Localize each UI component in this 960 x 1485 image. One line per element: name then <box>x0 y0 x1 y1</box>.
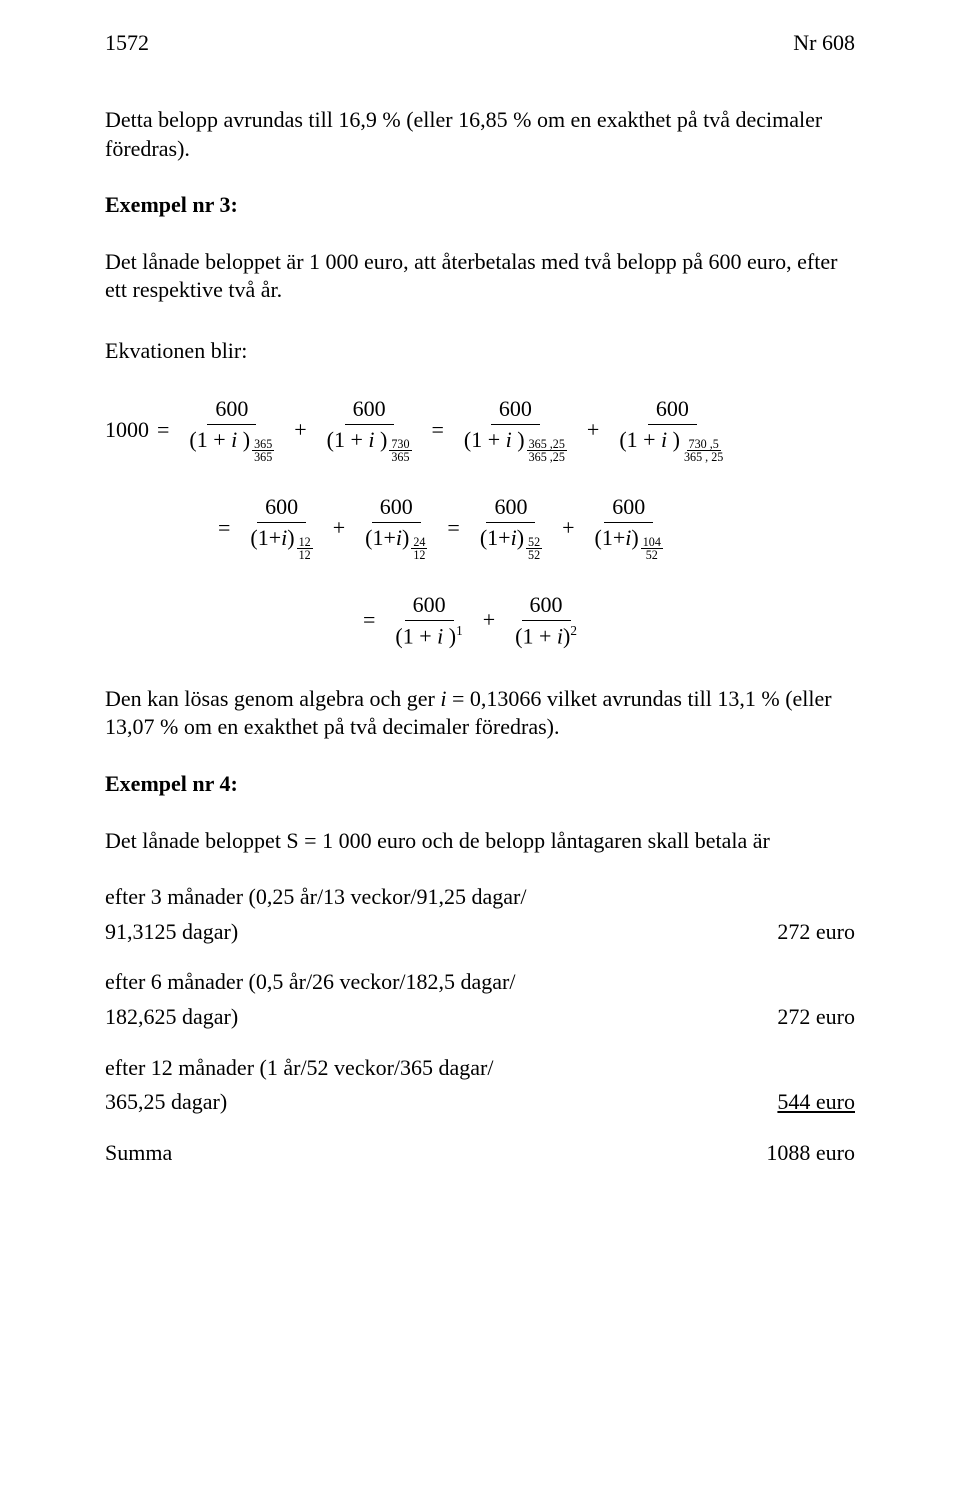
numerator: 600 <box>604 494 653 523</box>
numerator: 600 <box>522 592 571 621</box>
fraction: 600 (1 + i )730365 <box>319 396 420 464</box>
payment-val: 544 euro <box>757 1088 855 1117</box>
payment-desc: efter 3 månader (0,25 år/13 veckor/91,25… <box>105 883 527 912</box>
numerator: 600 <box>345 396 394 425</box>
example-3-title: Exempel nr 3: <box>105 191 855 220</box>
exp-frac: 1212 <box>297 536 313 561</box>
fraction: 600 (1+i)1212 <box>242 494 320 562</box>
denominator: (1 + i )365365 <box>181 425 282 464</box>
fraction: 600 (1 + i)2 <box>507 592 585 649</box>
exp-frac: 365365 <box>252 438 274 463</box>
exp-frac: 730365 <box>389 438 411 463</box>
equation-line-1: 1000 = 600 (1 + i )365365 + 600 (1 + i )… <box>105 396 855 464</box>
plus-sign: + <box>294 417 306 443</box>
example-4-title: Exempel nr 4: <box>105 770 855 799</box>
page-number: 1572 <box>105 30 149 56</box>
payment-val <box>835 968 855 997</box>
denominator: (1+i)2412 <box>357 523 435 562</box>
fraction: 600 (1+i)10452 <box>587 494 671 562</box>
payment-row-2b: 182,625 dagar) 272 euro <box>105 1003 855 1032</box>
page-header: 1572 Nr 608 <box>105 30 855 56</box>
payment-val <box>835 1054 855 1083</box>
exp-frac: 365 ,25365 ,25 <box>527 438 567 463</box>
numerator: 600 <box>207 396 256 425</box>
payment-row-3b: 365,25 dagar) 544 euro <box>105 1088 855 1117</box>
equation-line-3: = 600 (1 + i )1 + 600 (1 + i)2 <box>105 592 855 649</box>
equals-sign: = <box>363 607 375 633</box>
denominator: (1 + i )730 ,5365 , 25 <box>611 425 733 464</box>
plus-sign: + <box>333 515 345 541</box>
payment-row-3a: efter 12 månader (1 år/52 veckor/365 dag… <box>105 1054 855 1083</box>
payment-desc: 91,3125 dagar) <box>105 918 238 947</box>
payment-desc: efter 12 månader (1 år/52 veckor/365 dag… <box>105 1054 494 1083</box>
payment-val: 272 euro <box>757 918 855 947</box>
numerator: 600 <box>372 494 421 523</box>
example-3-body: Det lånade beloppet är 1 000 euro, att å… <box>105 248 855 305</box>
fraction: 600 (1 + i )365365 <box>181 396 282 464</box>
fraction: 600 (1 + i )1 <box>387 592 470 649</box>
fraction: 600 (1 + i )730 ,5365 , 25 <box>611 396 733 464</box>
equation-line-2: = 600 (1+i)1212 + 600 (1+i)2412 = 600 (1… <box>105 494 855 562</box>
exp-frac: 5252 <box>526 536 542 561</box>
denominator: (1 + i )730365 <box>319 425 420 464</box>
plus-sign: + <box>562 515 574 541</box>
sum-value: 1088 euro <box>746 1139 855 1168</box>
denominator: (1+i)5252 <box>472 523 550 562</box>
equals-sign: = <box>447 515 459 541</box>
payment-row-1a: efter 3 månader (0,25 år/13 veckor/91,25… <box>105 883 855 912</box>
equals-sign: = <box>157 417 169 443</box>
equals-sign: = <box>218 515 230 541</box>
exp-frac: 10452 <box>641 536 663 561</box>
doc-number: Nr 608 <box>793 30 855 56</box>
payment-desc: 182,625 dagar) <box>105 1003 238 1032</box>
denominator: (1+i)10452 <box>587 523 671 562</box>
payment-val <box>835 883 855 912</box>
exp-frac: 2412 <box>411 536 427 561</box>
plus-sign: + <box>587 417 599 443</box>
fraction: 600 (1+i)2412 <box>357 494 435 562</box>
payment-row-2a: efter 6 månader (0,5 år/26 veckor/182,5 … <box>105 968 855 997</box>
sum-row: Summa 1088 euro <box>105 1139 855 1168</box>
numerator: 600 <box>405 592 454 621</box>
payment-desc: efter 6 månader (0,5 år/26 veckor/182,5 … <box>105 968 516 997</box>
fraction: 600 (1 + i )365 ,25365 ,25 <box>456 396 575 464</box>
payment-row-1b: 91,3125 dagar) 272 euro <box>105 918 855 947</box>
paragraph-solution: Den kan lösas genom algebra och ger i = … <box>105 685 855 742</box>
exp-frac: 730 ,5365 , 25 <box>682 438 725 463</box>
payment-val: 272 euro <box>757 1003 855 1032</box>
denominator: (1+i)1212 <box>242 523 320 562</box>
denominator: (1 + i)2 <box>507 621 585 649</box>
paragraph-rounding: Detta belopp avrundas till 16,9 % (eller… <box>105 106 855 163</box>
numerator: 600 <box>257 494 306 523</box>
example-4-body: Det lånade beloppet S = 1 000 euro och d… <box>105 827 855 856</box>
sum-label: Summa <box>105 1139 172 1168</box>
payment-desc: 365,25 dagar) <box>105 1088 227 1117</box>
numerator: 600 <box>486 494 535 523</box>
numerator: 600 <box>648 396 697 425</box>
numerator: 600 <box>491 396 540 425</box>
fraction: 600 (1+i)5252 <box>472 494 550 562</box>
denominator: (1 + i )1 <box>387 621 470 649</box>
plus-sign: + <box>483 607 495 633</box>
equation-label: Ekvationen blir: <box>105 337 855 366</box>
eq-lhs: 1000 <box>105 417 149 443</box>
equals-sign: = <box>432 417 444 443</box>
denominator: (1 + i )365 ,25365 ,25 <box>456 425 575 464</box>
page: 1572 Nr 608 Detta belopp avrundas till 1… <box>0 0 960 1485</box>
